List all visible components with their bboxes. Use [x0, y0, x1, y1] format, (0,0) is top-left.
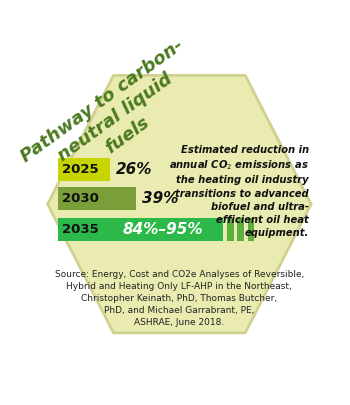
Text: 2030: 2030 — [62, 192, 99, 205]
FancyBboxPatch shape — [58, 218, 223, 241]
Text: Pathway to carbon-
neutral liquid
fuels: Pathway to carbon- neutral liquid fuels — [18, 36, 212, 200]
Text: 26%: 26% — [116, 162, 152, 177]
FancyBboxPatch shape — [58, 158, 110, 181]
Text: 39%: 39% — [142, 191, 178, 206]
Polygon shape — [48, 75, 311, 333]
Text: Estimated reduction in
annual CO$_2$ emissions as
the heating oil industry
trans: Estimated reduction in annual CO$_2$ emi… — [169, 145, 309, 238]
FancyBboxPatch shape — [237, 218, 244, 241]
FancyBboxPatch shape — [58, 187, 136, 210]
Text: 2025: 2025 — [62, 163, 98, 176]
Text: 2035: 2035 — [62, 223, 99, 236]
FancyBboxPatch shape — [247, 218, 254, 241]
FancyBboxPatch shape — [228, 218, 233, 241]
Text: Source: Energy, Cost and CO2e Analyses of Reversible,
Hybrid and Heating Only LF: Source: Energy, Cost and CO2e Analyses o… — [55, 270, 304, 327]
Text: 84%–95%: 84%–95% — [122, 222, 203, 237]
